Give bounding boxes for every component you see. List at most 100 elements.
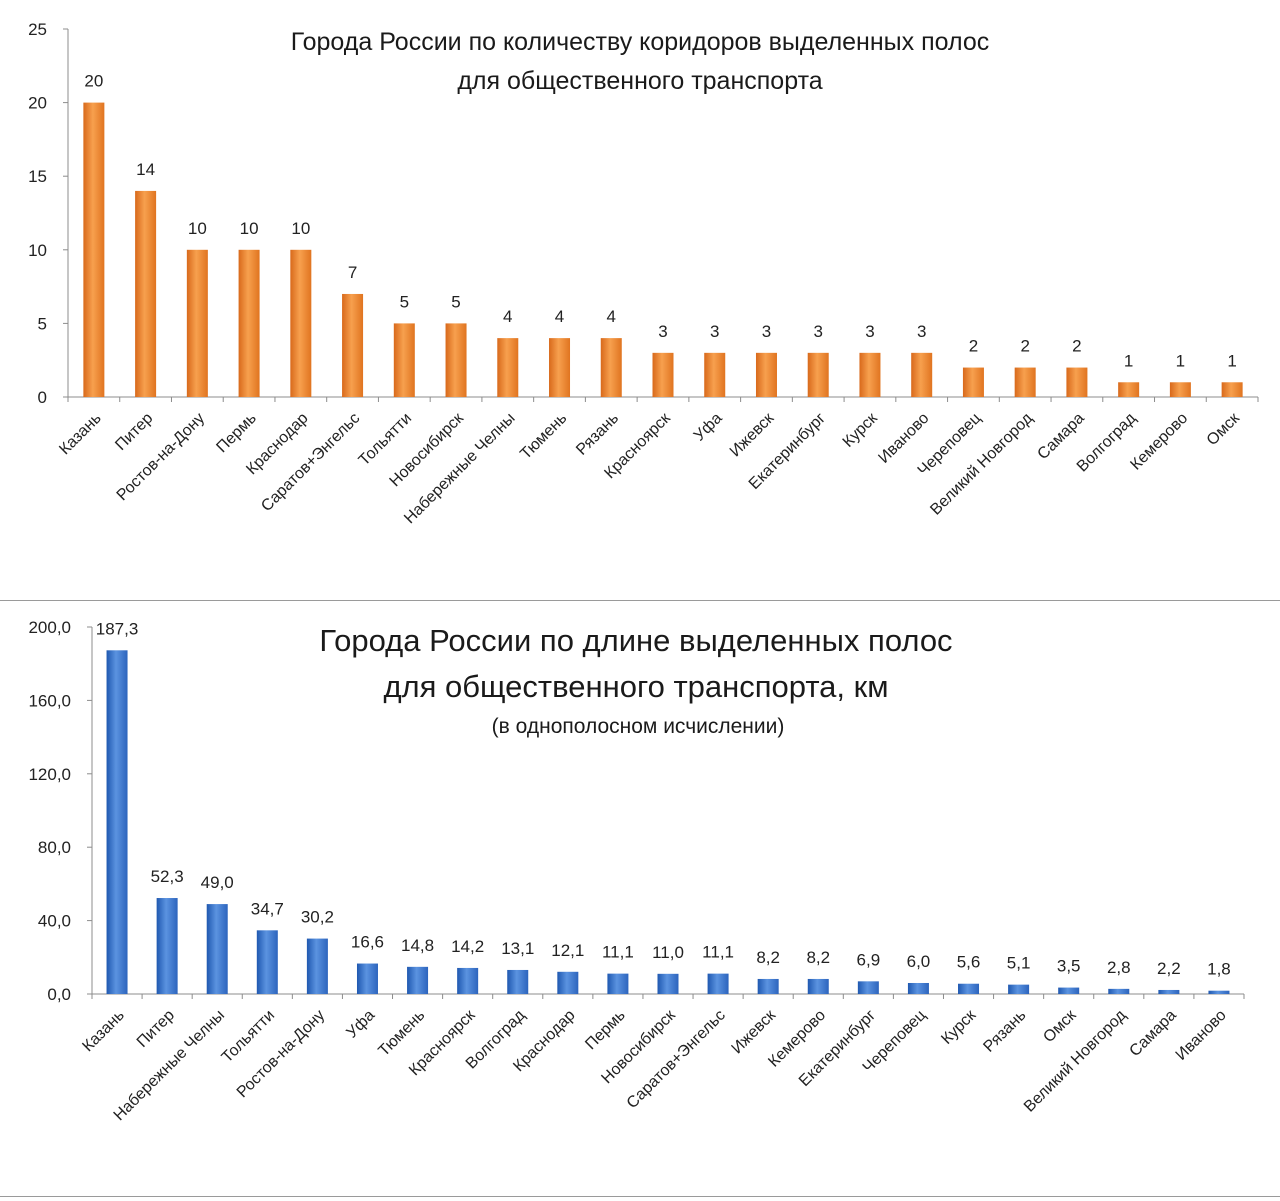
x-tick-label: Ижевск — [728, 1006, 779, 1057]
bar — [807, 978, 829, 994]
bar — [859, 352, 881, 397]
bar — [206, 904, 228, 994]
data-label: 6,9 — [857, 950, 881, 969]
bar — [1014, 367, 1036, 397]
bar — [106, 650, 128, 994]
bar — [657, 973, 679, 994]
bar — [1058, 987, 1080, 994]
bar — [652, 352, 674, 397]
bar — [1158, 989, 1180, 994]
bar — [507, 969, 529, 994]
chart-title: Города России по длине выделенных полос — [319, 623, 952, 658]
x-tick-label: Самара — [1034, 410, 1087, 463]
data-label: 14,2 — [451, 937, 484, 956]
y-tick-label: 15 — [28, 167, 47, 186]
y-tick-label: 40,0 — [38, 912, 71, 931]
bar — [256, 930, 278, 994]
bar — [958, 983, 980, 994]
data-label: 3,5 — [1057, 957, 1081, 976]
bar — [1066, 367, 1088, 397]
data-label: 8,2 — [756, 948, 780, 967]
length-chart-svg: Города России по длине выделенных полос … — [28, 618, 1245, 1124]
bar — [607, 973, 629, 994]
bar — [1118, 382, 1140, 397]
y-tick-label: 20 — [28, 94, 47, 113]
data-label: 5,1 — [1007, 954, 1031, 973]
y-tick-label: 25 — [28, 20, 47, 39]
data-label: 2 — [1020, 337, 1029, 356]
x-tick-label: Казань — [79, 1007, 127, 1055]
x-tick-label: Ростов-на-Дону — [114, 410, 208, 504]
data-label: 2 — [969, 337, 978, 356]
data-label: 187,3 — [96, 619, 139, 638]
bar — [1221, 382, 1243, 397]
bar — [1169, 382, 1191, 397]
data-label: 11,0 — [652, 943, 684, 962]
y-tick-label: 160,0 — [28, 691, 71, 710]
bar — [962, 367, 984, 397]
y-tick-label: 0 — [38, 388, 47, 407]
data-label: 6,0 — [907, 952, 931, 971]
data-label: 8,2 — [806, 948, 830, 967]
data-label: 12,1 — [551, 941, 584, 960]
x-tick-label: Ростов-на-Дону — [234, 1007, 328, 1101]
data-label: 1,8 — [1207, 960, 1231, 979]
data-label: 10 — [291, 219, 310, 238]
data-label: 3 — [917, 322, 926, 341]
x-tick-label: Ижевск — [727, 409, 778, 460]
data-label: 2,2 — [1157, 959, 1181, 978]
data-label: 10 — [240, 219, 259, 238]
x-tick-label: Омск — [1040, 1006, 1080, 1046]
data-label: 14,8 — [401, 936, 434, 955]
x-tick-label: Кемерово — [1127, 410, 1191, 474]
data-label: 4 — [555, 307, 564, 326]
bar — [83, 102, 105, 397]
x-tick-label: Курск — [840, 409, 882, 451]
x-tick-label: Пермь — [214, 410, 260, 456]
data-label: 16,6 — [351, 933, 384, 952]
bar — [393, 323, 415, 397]
data-label: 7 — [348, 263, 357, 282]
data-label: 5,6 — [957, 953, 981, 972]
bar — [306, 938, 328, 994]
corridors-chart-svg: Города России по количеству коридоров вы… — [28, 20, 1259, 527]
x-tick-label: Иваново — [1173, 1007, 1230, 1064]
y-tick-label: 10 — [28, 241, 47, 260]
chart-title: Города России по количеству коридоров вы… — [291, 28, 990, 56]
bar — [857, 981, 879, 994]
y-tick-label: 200,0 — [28, 618, 71, 637]
chart-subtitle: (в однополосном исчислении) — [492, 715, 785, 738]
data-label: 5 — [451, 292, 460, 311]
x-tick-label: Казань — [56, 410, 104, 458]
bar — [356, 963, 378, 994]
bar — [600, 338, 622, 397]
x-tick-label: Рязань — [573, 410, 622, 459]
bar — [911, 352, 933, 397]
x-tick-label: Саратов+Энгельс — [258, 410, 363, 515]
data-label: 3 — [658, 322, 667, 341]
x-tick-label: Курск — [938, 1006, 980, 1048]
bar — [407, 966, 429, 994]
bar — [704, 352, 726, 397]
x-tick-label: Великий Новгород — [927, 409, 1036, 518]
chart-panel-corridors: Города России по количеству коридоров вы… — [0, 0, 1280, 600]
data-label: 14 — [136, 160, 155, 179]
data-label: 4 — [607, 307, 616, 326]
data-label: 1 — [1176, 351, 1185, 370]
data-label: 3 — [813, 322, 822, 341]
chart-title-line2: для общественного транспорта — [457, 67, 822, 95]
bar — [707, 973, 729, 994]
data-label: 2 — [1072, 337, 1081, 356]
data-label: 10 — [188, 219, 207, 238]
x-tick-label: Уфа — [691, 410, 726, 445]
bar — [445, 323, 467, 397]
data-label: 1 — [1124, 351, 1133, 370]
bar — [807, 352, 829, 397]
bar — [549, 338, 571, 397]
bar — [186, 249, 208, 397]
bar — [1108, 988, 1130, 994]
x-tick-label: Уфа — [343, 1007, 378, 1042]
data-label: 34,7 — [251, 899, 284, 918]
chart-panel-length: Города России по длине выделенных полос … — [0, 600, 1280, 1200]
y-tick-label: 5 — [38, 314, 47, 333]
